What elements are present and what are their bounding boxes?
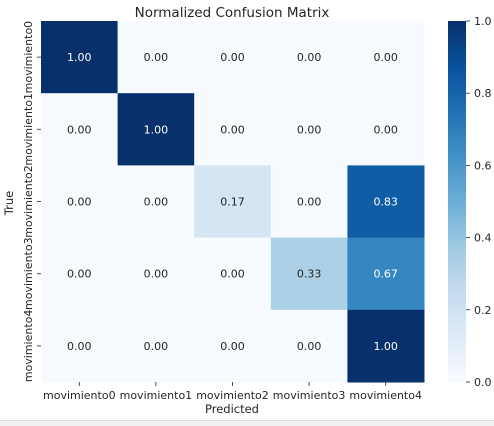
cell-value-label: 0.17 [220, 196, 245, 209]
cell-value-label: 0.67 [373, 268, 398, 281]
y-tick-label: movimiento4 [22, 310, 35, 383]
heatmap-cell [117, 309, 195, 383]
cell-value-label: 0.00 [373, 123, 398, 136]
heatmap-cell [117, 165, 195, 239]
heatmap-cell [347, 165, 425, 239]
heatmap-cell [194, 237, 272, 311]
heatmap-cell [41, 93, 119, 166]
colorbar-tick-label: 0.6 [474, 159, 492, 172]
cell-value-label: 0.00 [144, 340, 169, 353]
chart-title: Normalized Confusion Matrix [135, 5, 330, 21]
y-tick-label: movimiento2 [22, 165, 35, 238]
colorbar-tick-label: 0.2 [474, 304, 492, 317]
cell-value-label: 0.00 [220, 268, 245, 281]
heatmap-cell [117, 93, 195, 166]
cell-value-label: 1.00 [144, 123, 169, 136]
x-tick-label: movimiento4 [349, 389, 422, 402]
y-tick-label: movimiento3 [22, 237, 35, 310]
y-tick-label: movimiento1 [22, 93, 35, 166]
heatmap-cell [41, 165, 119, 239]
cell-value-label: 0.00 [297, 196, 322, 209]
x-tick-label: movimiento2 [196, 389, 269, 402]
y-tick-label: movimiento0 [22, 21, 35, 94]
heatmap-cell [194, 21, 272, 94]
colorbar-tick-label: 0.4 [474, 232, 492, 245]
cell-value-label: 0.00 [373, 51, 398, 64]
heatmap-cell [194, 93, 272, 166]
y-axis-label: True [2, 191, 16, 216]
cell-value-label: 0.00 [297, 123, 322, 136]
heatmap-cell [347, 21, 425, 94]
heatmap-cell [270, 309, 348, 383]
cell-value-label: 0.33 [297, 268, 322, 281]
heatmap-cell [347, 237, 425, 311]
cell-value-label: 0.00 [67, 196, 92, 209]
heatmap-cell [41, 237, 119, 311]
cell-value-label: 0.83 [373, 196, 398, 209]
heatmap-cell [270, 165, 348, 239]
colorbar-ticks: 0.0 0.2 0.4 0.6 0.8 1.0 [466, 15, 492, 389]
heatmap-cell [117, 237, 195, 311]
heatmap-cell [41, 21, 119, 94]
cell-value-label: 0.00 [67, 340, 92, 353]
cell-value-label: 0.00 [297, 340, 322, 353]
heatmap-cell [347, 93, 425, 166]
x-tick-label: movimiento0 [43, 389, 116, 402]
colorbar-tick-label: 0.8 [474, 87, 492, 100]
cell-value-label: 0.00 [297, 51, 322, 64]
x-tick-label: movimiento3 [273, 389, 346, 402]
heatmap-cell [270, 21, 348, 94]
window-bottom-edge [0, 420, 494, 426]
cell-value-label: 0.00 [220, 123, 245, 136]
colorbar [448, 21, 466, 382]
cell-value-label: 1.00 [373, 340, 398, 353]
heatmap-cell [270, 237, 348, 311]
heatmap-cells [41, 21, 425, 383]
heatmap-cell [41, 309, 119, 383]
heatmap-cell [347, 309, 425, 383]
cell-value-label: 0.00 [220, 340, 245, 353]
heatmap-cell-labels: 1.00 0.00 0.00 0.00 0.00 0.00 1.00 0.00 0.00 0.00… [67, 51, 398, 353]
cell-value-label: 0.00 [144, 51, 169, 64]
x-axis-label: Predicted [205, 402, 259, 416]
heatmap-cell [194, 309, 272, 383]
y-axis: movimiento0movimiento1movimiento2movimie… [22, 21, 41, 382]
cell-value-label: 0.00 [67, 123, 92, 136]
cell-value-label: 0.00 [144, 268, 169, 281]
cell-value-label: 1.00 [67, 51, 92, 64]
colorbar-tick-label: 0.0 [474, 376, 492, 389]
x-axis: movimiento0 movimiento1 movimiento2 movimie… [43, 382, 422, 402]
cell-value-label: 0.00 [220, 51, 245, 64]
cell-value-label: 0.00 [144, 196, 169, 209]
x-tick-label: movimiento1 [120, 389, 193, 402]
colorbar-tick-label: 1.0 [474, 15, 492, 28]
heatmap-cell [194, 165, 272, 239]
heatmap-cell [117, 21, 195, 94]
heatmap-cell [270, 93, 348, 166]
cell-value-label: 0.00 [67, 268, 92, 281]
